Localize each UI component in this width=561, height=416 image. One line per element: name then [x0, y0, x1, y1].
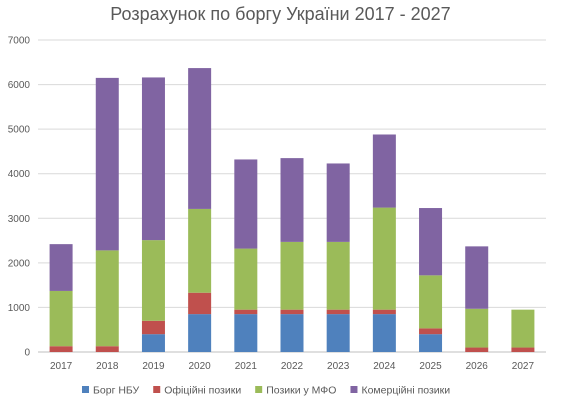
bar-segment — [188, 68, 212, 209]
bar-segment — [326, 314, 350, 352]
bar-segment — [49, 346, 73, 352]
legend-swatch — [82, 386, 89, 393]
x-axis: 2017 2018 2019 2020 2021 2022 2023 2024 2025 2026… — [50, 361, 535, 372]
bar-segment — [511, 309, 535, 348]
y-tick-label: 6000 — [8, 80, 31, 91]
bar-segment — [372, 309, 396, 315]
y-tick-label: 3000 — [8, 214, 31, 225]
bar-segment — [141, 320, 165, 335]
legend-swatch — [153, 386, 161, 393]
bar-segment — [188, 292, 212, 315]
y-tick-label: 5000 — [8, 125, 31, 136]
bar-segment — [419, 208, 443, 276]
x-tick-label: 2021 — [235, 361, 258, 372]
bar-segment — [280, 158, 304, 242]
y-tick-label: 4000 — [8, 169, 31, 180]
legend-label: Борг НБУ — [93, 385, 140, 397]
x-tick-label: 2019 — [142, 361, 165, 372]
x-tick-label: 2026 — [466, 361, 489, 372]
bar-segment — [49, 290, 73, 347]
x-tick-label: 2020 — [189, 361, 212, 372]
bar-segment — [511, 347, 535, 352]
bar-segment — [280, 314, 304, 352]
bar-segment — [326, 241, 350, 310]
bar-segment — [95, 346, 119, 352]
bar-segment — [280, 241, 304, 310]
bar-segment — [234, 309, 258, 315]
y-tick-label: 2000 — [8, 258, 31, 269]
bar-segment — [465, 308, 489, 348]
y-tick-label: 1000 — [8, 303, 31, 314]
legend-swatch — [350, 386, 358, 393]
bar-segment — [419, 275, 443, 329]
bar-segment — [141, 240, 165, 321]
legend-swatch — [255, 386, 263, 393]
legend: Борг НБУ Офіційні позики Позики у МФО Комер… — [82, 385, 450, 397]
x-tick-label: 2027 — [512, 361, 535, 372]
bars — [49, 68, 535, 352]
bar-segment — [234, 314, 258, 352]
bar-segment — [95, 77, 119, 251]
bar-segment — [280, 309, 304, 315]
bar-segment — [372, 314, 396, 352]
x-tick-label: 2017 — [50, 361, 73, 372]
x-tick-label: 2022 — [281, 361, 304, 372]
bar-segment — [141, 334, 165, 352]
bar-segment — [326, 163, 350, 242]
legend-label: Позики у МФО — [266, 385, 336, 397]
legend-label: Комерційні позики — [361, 385, 450, 397]
x-tick-label: 2023 — [327, 361, 350, 372]
bar-segment — [95, 250, 119, 347]
bar-segment — [234, 159, 258, 249]
x-tick-label: 2018 — [96, 361, 119, 372]
chart-title: Розрахунок по боргу України 2017 - 2027 — [110, 4, 451, 24]
x-tick-label: 2024 — [373, 361, 396, 372]
bar-segment — [326, 309, 350, 315]
bar-segment — [465, 347, 489, 352]
bar-segment — [49, 244, 73, 291]
bar-segment — [234, 248, 258, 310]
bar-segment — [188, 314, 212, 352]
bar-segment — [372, 134, 396, 208]
bar-segment — [419, 328, 443, 335]
y-tick-label: 7000 — [8, 36, 31, 47]
bar-segment — [141, 77, 165, 241]
y-tick-label: 0 — [24, 348, 30, 359]
bar-segment — [419, 334, 443, 352]
bar-segment — [188, 208, 212, 293]
x-tick-label: 2025 — [419, 361, 442, 372]
legend-label: Офіційні позики — [164, 385, 241, 397]
bar-segment — [372, 207, 396, 310]
y-axis: 0 1000 2000 3000 4000 5000 6000 7000 — [8, 36, 31, 359]
bar-segment — [465, 246, 489, 309]
